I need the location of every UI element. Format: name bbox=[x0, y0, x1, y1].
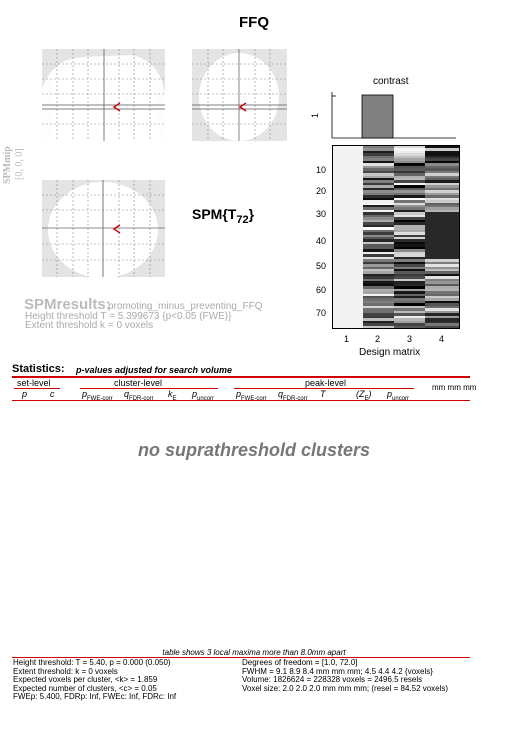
height-threshold-line: Height threshold T = 5.399673 {p<0.05 (F… bbox=[25, 311, 232, 322]
row-tick: 60 bbox=[316, 285, 327, 295]
footer-line: Extent threshold: k = 0 voxels bbox=[13, 666, 118, 676]
statistics-heading: Statistics: bbox=[12, 363, 65, 375]
empty-table-message: no suprathreshold clusters bbox=[137, 440, 371, 460]
group-rule bbox=[80, 388, 218, 389]
mip-sagittal[interactable] bbox=[42, 49, 165, 141]
footer-line: FWEp: 5.400, FDRp: Inf, FWEc: Inf, FDRc:… bbox=[13, 692, 177, 701]
col-cluster-ke: kE bbox=[168, 389, 177, 402]
coords-header: mm mm mm bbox=[432, 383, 477, 392]
spm-mip-label: SPMmip [0, 0, 0] bbox=[2, 146, 25, 184]
group-set-level: set-level bbox=[17, 378, 51, 388]
mip-axial[interactable] bbox=[42, 180, 165, 277]
row-tick: 70 bbox=[316, 308, 327, 318]
extent-threshold-line: Extent threshold k = 0 voxels bbox=[25, 320, 154, 331]
footer-line: FWHM = 9.1 8.9 8.4 mm mm mm; 4.5 4.4 4.2… bbox=[242, 666, 433, 676]
col-peak-punc: puncorr bbox=[387, 389, 410, 402]
group-cluster-level: cluster-level bbox=[114, 378, 163, 388]
col-tick: 4 bbox=[439, 334, 445, 344]
figure-title: FFQ bbox=[239, 14, 269, 31]
footer-left: Height threshold: T = 5.40, p = 0.000 (0… bbox=[13, 658, 177, 702]
footer-line: Degrees of freedom = [1.0, 72.0] bbox=[242, 658, 358, 667]
col-peak-ze: (ZE) bbox=[356, 389, 372, 402]
contrast-name: promoting_minus_preventing_FFQ bbox=[108, 301, 263, 312]
footer-line: Expected voxels per cluster, <k> = 1.859 bbox=[13, 675, 158, 684]
contrast-plot[interactable]: 1 bbox=[310, 88, 460, 140]
group-rule bbox=[14, 388, 60, 389]
statistics-subheading: p-values adjusted for search volume bbox=[76, 365, 233, 375]
col-cluster-pfwe: pFWE-corr bbox=[82, 389, 113, 402]
col-peak-t: T bbox=[320, 389, 326, 399]
row-tick: 40 bbox=[316, 236, 327, 246]
col-set-p: p bbox=[22, 389, 28, 399]
table-top-rule bbox=[12, 376, 470, 378]
row-tick: 50 bbox=[316, 261, 327, 271]
group-peak-level: peak-level bbox=[305, 378, 347, 388]
cursor-marker bbox=[112, 102, 121, 112]
mip-coronal[interactable] bbox=[192, 49, 287, 141]
cursor-marker bbox=[238, 102, 247, 112]
footer-line: Voxel size: 2.0 2.0 2.0 mm mm mm; (resel… bbox=[242, 683, 449, 693]
footer-line: Volume: 1826624 = 228328 voxels = 2496.5… bbox=[242, 675, 423, 684]
col-tick: 3 bbox=[407, 334, 413, 344]
contrast-title: contrast bbox=[373, 76, 409, 87]
footer-caption: table shows 3 local maxima more than 8.0… bbox=[162, 648, 346, 657]
col-peak-pfwe: pFWE-corr bbox=[236, 389, 267, 402]
col-cluster-qfdr: qFDR-corr bbox=[124, 389, 154, 402]
design-matrix[interactable] bbox=[332, 145, 460, 329]
contrast-ytick: 1 bbox=[310, 113, 320, 118]
footer-line: Expected number of clusters, <c> = 0.05 bbox=[13, 683, 157, 693]
row-tick: 20 bbox=[316, 186, 327, 196]
table-header-rule bbox=[12, 400, 470, 401]
row-tick: 10 bbox=[316, 165, 327, 175]
design-matrix-label: Design matrix bbox=[359, 347, 421, 358]
col-cluster-punc: puncorr bbox=[192, 389, 215, 402]
col-set-c: c bbox=[50, 389, 55, 399]
col-tick: 2 bbox=[375, 334, 381, 344]
col-tick: 1 bbox=[344, 334, 350, 344]
footer-line: Height threshold: T = 5.40, p = 0.000 (0… bbox=[13, 658, 171, 667]
footer-rule bbox=[12, 657, 470, 658]
cursor-marker bbox=[112, 224, 121, 234]
group-rule bbox=[234, 388, 414, 389]
results-title: SPMresults: bbox=[24, 296, 111, 313]
row-tick: 30 bbox=[316, 209, 327, 219]
col-peak-qfdr: qFDR-corr bbox=[278, 389, 308, 402]
stat-label: SPM{T72} bbox=[192, 206, 255, 226]
contrast-bar bbox=[361, 94, 394, 139]
footer-right: Degrees of freedom = [1.0, 72.0] FWHM = … bbox=[242, 658, 449, 693]
